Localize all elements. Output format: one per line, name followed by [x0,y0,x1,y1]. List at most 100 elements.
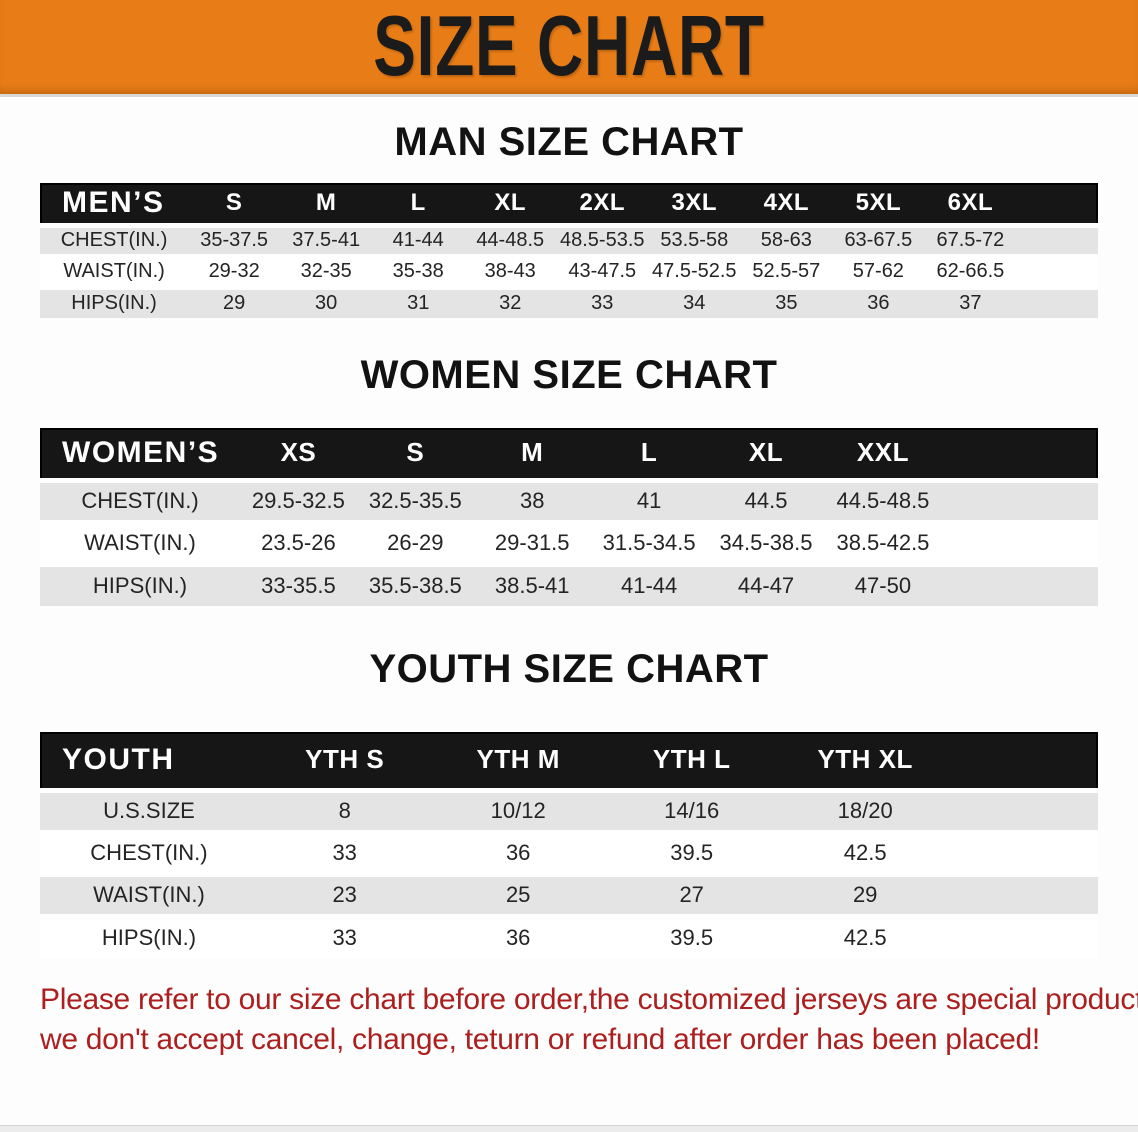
spacer-cell [1016,225,1098,256]
spacer-cell [941,564,1098,606]
table-header-row: MEN’S S M L XL 2XL 3XL 4XL 5XL 6XL [40,183,1098,225]
size-value-cell: 36 [867,292,890,315]
women-chart-heading: WOMEN SIZE CHART [360,353,778,397]
size-value-cell: 29-32 [208,260,260,282]
size-column-header: 2XL [579,188,626,216]
spacer-cell [941,480,1098,522]
men-size-chart-section: MAN SIZE CHART MEN’S S M L XL 2XL 3XL 4XL 5XL 6XL… [0,119,1138,318]
women-size-table: WOMEN’S XS S M L XL XXL CHEST(IN.) 29.5-32.5 32.5… [0,428,1138,606]
size-value-cell: 39.5 [670,840,714,865]
size-value-cell: 29 [852,882,878,907]
size-value-cell: 38 [519,488,545,513]
size-value-cell: 10/12 [490,798,546,823]
size-value-cell: 32-35 [300,260,352,282]
women-size-chart-section: WOMEN SIZE CHART WOMEN’S XS S M L XL XXL CHEST(… [0,352,1138,606]
size-value-cell: 39.5 [670,925,714,951]
size-value-cell: 34.5-38.5 [719,530,813,555]
size-value-cell: 29.5-32.5 [251,488,345,513]
size-value-cell: 41-44 [620,573,678,599]
measurement-row: WAIST(IN.) 23 25 27 29 [40,874,1098,916]
spacer-cell [952,874,1098,916]
row-label: CHEST(IN.) [60,229,168,251]
size-value-cell: 35 [775,292,798,315]
size-column-header: 6XL [947,188,994,216]
size-value-cell: 31.5-34.5 [602,530,696,555]
table-corner-label: WOMEN’S [62,435,220,469]
size-value-cell: 29-31.5 [494,530,570,555]
measurement-row: HIPS(IN.) 29 30 31 32 33 34 35 36 37 [40,287,1098,318]
row-label: WAIST(IN.) [84,530,196,555]
size-value-cell: 14/16 [664,798,720,823]
row-label: U.S.SIZE [103,798,195,823]
measurement-row: HIPS(IN.) 33 36 39.5 42.5 [40,916,1098,958]
size-column-header: S [406,437,425,468]
table-corner-label: MEN’S [62,185,165,219]
size-value-cell: 26-29 [387,530,444,555]
size-value-cell: 33 [332,840,357,865]
measurement-row: WAIST(IN.) 29-32 32-35 35-38 38-43 43-47.5 47.… [40,256,1098,287]
spacer-cell [941,522,1098,564]
size-value-cell: 48.5-53.5 [560,229,645,251]
size-value-cell: 37 [959,292,982,315]
size-value-cell: 43-47.5 [568,260,637,282]
row-label: HIPS(IN.) [92,573,188,599]
size-value-cell: 44-47 [737,573,795,599]
notice-line-1: Please refer to our size chart before or… [40,983,1138,1016]
row-label: HIPS(IN.) [101,925,197,951]
size-value-cell: 23.5-26 [261,530,336,555]
size-value-cell: 52.5-57 [752,260,821,282]
size-column-header: 4XL [763,188,810,216]
size-column-header: XS [280,437,317,468]
youth-size-table: YOUTH YTH S YTH M YTH L YTH XL U.S.SIZE 8 10/12… [0,732,1138,958]
size-column-header: L [410,188,426,216]
size-value-cell: 53.5-58 [660,229,729,251]
table-corner-label: YOUTH [62,742,175,776]
men-size-table: MEN’S S M L XL 2XL 3XL 4XL 5XL 6XL CHEST(IN.) 35-37… [0,183,1138,318]
size-column-header: XXL [856,437,909,468]
size-column-header: 3XL [671,188,718,216]
measurement-row: WAIST(IN.) 23.5-26 26-29 29-31.5 31.5-34.5 34… [40,522,1098,564]
size-value-cell: 8 [338,798,351,823]
size-value-cell: 42.5 [843,840,887,865]
size-value-cell: 34 [683,292,706,315]
row-label: HIPS(IN.) [71,292,157,315]
size-value-cell: 27 [679,882,704,907]
size-value-cell: 44-48.5 [476,229,545,251]
size-value-cell: 30 [315,292,338,315]
women-size-table-grid: WOMEN’S XS S M L XL XXL CHEST(IN.) 29.5-32.5 32.5… [40,428,1098,606]
size-value-cell: 38-43 [484,260,536,282]
spacer-cell [952,732,1098,790]
youth-chart-heading: YOUTH SIZE CHART [369,647,769,691]
size-value-cell: 44.5 [744,488,788,513]
spacer-cell [1016,183,1098,225]
size-value-cell: 36 [505,925,531,951]
size-value-cell: 44.5-48.5 [836,488,930,513]
size-column-header: XL [748,437,784,468]
size-value-cell: 31 [407,292,430,315]
size-value-cell: 36 [505,840,531,865]
youth-size-table-grid: YOUTH YTH S YTH M YTH L YTH XL U.S.SIZE 8 10/12… [40,732,1098,958]
size-column-header: M [521,437,544,468]
size-value-cell: 35-37.5 [200,229,269,251]
row-label: CHEST(IN.) [81,488,199,513]
row-label: WAIST(IN.) [93,882,205,907]
order-notice: Please refer to our size chart before or… [40,980,1138,1060]
size-column-header: YTH L [652,744,731,775]
measurement-row: CHEST(IN.) 29.5-32.5 32.5-35.5 38 41 44.5 44.5… [40,480,1098,522]
size-value-cell: 33 [591,292,614,315]
table-header-row: YOUTH YTH S YTH M YTH L YTH XL [40,732,1098,790]
spacer-cell [952,832,1098,874]
size-value-cell: 47.5-52.5 [652,260,737,282]
size-value-cell: 38.5-41 [494,573,570,599]
size-value-cell: 33 [332,925,357,951]
size-value-cell: 41-44 [392,229,444,251]
size-value-cell: 25 [505,882,531,907]
size-column-header: YTH S [305,744,385,775]
size-value-cell: 57-62 [852,260,904,282]
table-header-row: WOMEN’S XS S M L XL XXL [40,428,1098,480]
spacer-cell [952,916,1098,958]
measurement-row: CHEST(IN.) 33 36 39.5 42.5 [40,832,1098,874]
size-column-header: 5XL [855,188,902,216]
size-column-header: L [640,437,658,468]
